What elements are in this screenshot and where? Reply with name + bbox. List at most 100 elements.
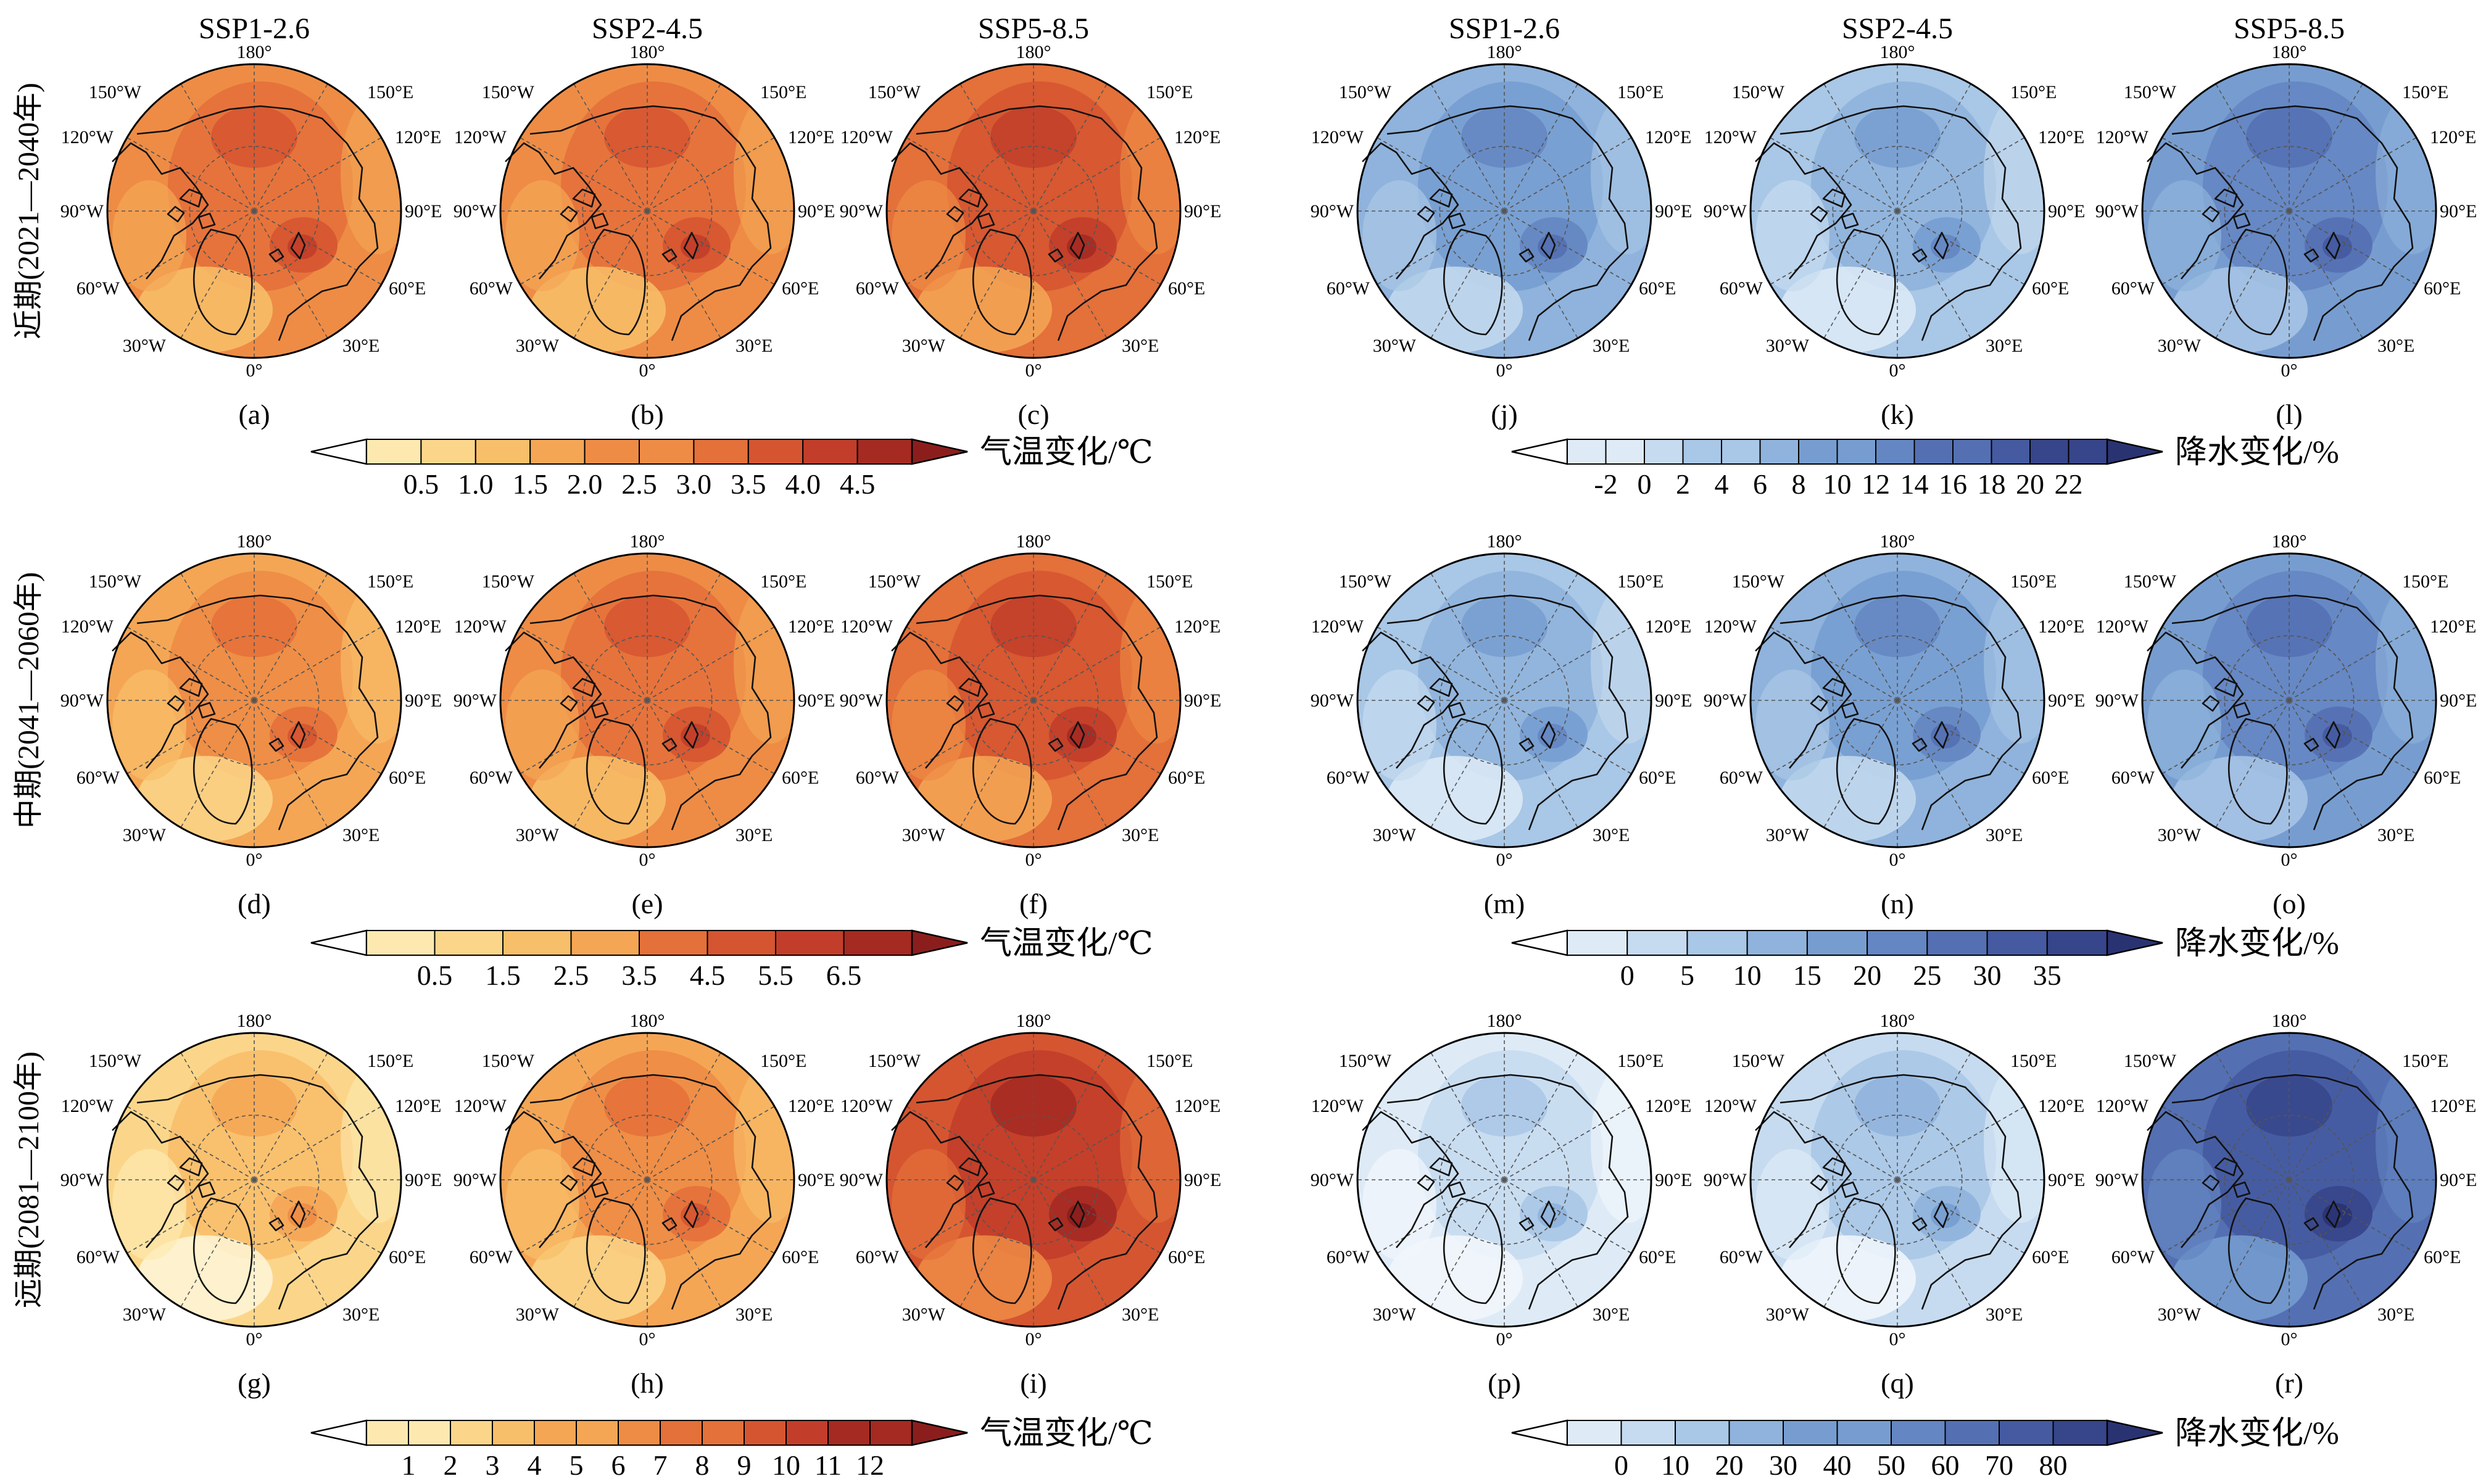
field-labrador — [2147, 1149, 2221, 1260]
field-arctic-core — [211, 106, 297, 168]
colorbar-tick-label: 50 — [1877, 1449, 1905, 1481]
field-labrador — [1755, 1149, 1829, 1260]
coast-eurasia — [1780, 105, 2022, 341]
coast-eurasia — [1386, 105, 1629, 341]
lon-label-60e: 60°E — [389, 768, 426, 788]
lon-label-30w: 30°W — [516, 1304, 560, 1325]
lon-label-150w: 150°W — [868, 82, 921, 102]
colorbar-box — [1567, 1420, 1622, 1446]
coast-novaya-zemlya — [290, 231, 306, 260]
panel-label: (n) — [1881, 888, 1914, 919]
precipitation-map-panel: 180° 0° 90°W 90°E 150°W 150°E 120°W 120°E 60°W 60… — [1311, 42, 1693, 430]
coast-archipelago — [2202, 1157, 2251, 1198]
field-siberia-edge — [341, 94, 401, 254]
field-arctic-core — [604, 595, 690, 657]
temperature-graticule — [107, 64, 401, 358]
colorbar-tick-label: 0.5 — [417, 960, 453, 991]
precipitation-map-field — [1751, 1033, 2044, 1327]
colorbar-tick-label: 14 — [1900, 468, 1929, 500]
colorbar-tick-label: 0 — [1614, 1449, 1628, 1481]
lon-label-60w: 60°W — [2111, 1247, 2155, 1267]
colorbar-extend-low — [1511, 438, 1568, 465]
colorbar-box — [1759, 439, 1799, 465]
coast-canada — [505, 631, 602, 769]
field-labrador — [892, 1149, 966, 1260]
coast-greenland — [586, 228, 646, 336]
precipitation-map-border — [1356, 63, 1652, 359]
colorbar-extend-low — [310, 438, 368, 465]
colorbar-tick-label: 2.0 — [567, 468, 603, 500]
temperature-map-panel: 180° 0° 90°W 90°E 150°W 150°E 120°W 120°E 60°W 60… — [454, 531, 835, 919]
coast-svalbard — [268, 737, 284, 752]
coast-eurasia — [2171, 594, 2414, 831]
lon-label-30w: 30°W — [2158, 1304, 2202, 1325]
field-labrador — [2147, 180, 2221, 291]
coast-canada — [1362, 142, 1459, 280]
colorbar-box — [1891, 1420, 1946, 1446]
colorbar-tick-label: 2.5 — [621, 468, 657, 500]
coast-svalbard — [1912, 1217, 1928, 1232]
lon-label-120e: 120°E — [1645, 127, 1691, 147]
colorbar-box — [639, 439, 695, 465]
colorbar-box — [366, 439, 422, 465]
coast-eurasia — [529, 594, 772, 831]
precipitation-coastline — [1755, 1074, 2022, 1310]
colorbar-tick-label: 25 — [1913, 960, 1941, 991]
lon-label-90w: 90°W — [1704, 1170, 1747, 1190]
coast-greenland — [2228, 718, 2288, 825]
precipitation-coastline — [2147, 105, 2414, 341]
coast-archipelago — [946, 188, 995, 230]
lon-label-30w: 30°W — [123, 1304, 167, 1325]
lon-label-30e: 30°E — [342, 825, 379, 845]
lon-label-150w: 150°W — [89, 571, 142, 592]
lon-label-0: 0° — [1496, 850, 1513, 870]
coast-canada — [1362, 1111, 1459, 1248]
temperature-map-panel: 180° 0° 90°W 90°E 150°W 150°E 120°W 120°E 60°W 60… — [454, 42, 835, 430]
coast-greenland — [586, 718, 646, 825]
coast-greenland — [586, 1197, 646, 1304]
panel-label: (l) — [2276, 399, 2302, 430]
precipitation-graticule — [1357, 64, 1651, 358]
colorbar-title: 气温变化/℃ — [980, 1416, 1153, 1451]
precipitation-coastline — [1755, 105, 2022, 341]
lon-label-30w: 30°W — [1373, 336, 1417, 356]
lon-label-30w: 30°W — [1766, 1304, 1810, 1325]
lon-label-150e: 150°E — [2402, 82, 2448, 102]
field-labrador — [112, 180, 186, 291]
temperature-coastline — [891, 1074, 1158, 1310]
lon-label-30e: 30°E — [1122, 336, 1159, 356]
colorbar-extend-high — [2106, 929, 2163, 956]
panel-label: (d) — [238, 888, 271, 919]
lon-label-120w: 120°W — [2096, 127, 2149, 147]
coast-canada — [505, 142, 602, 280]
coast-canada — [2147, 631, 2244, 769]
colorbar-box — [2068, 439, 2108, 465]
precipitation-map-border — [1749, 1032, 2045, 1328]
coast-novaya-zemlya — [683, 1200, 699, 1229]
precipitation-map-border — [2141, 552, 2437, 848]
lon-label-120w: 120°W — [454, 616, 507, 637]
lon-label-90e: 90°E — [1184, 1170, 1221, 1190]
field-labrador — [1362, 180, 1436, 291]
lon-label-60w: 60°W — [470, 768, 513, 788]
lon-label-90w: 90°W — [60, 690, 104, 711]
coast-novaya-zemlya — [1933, 721, 1949, 749]
field-labrador — [892, 180, 966, 291]
coast-canada — [1755, 142, 1852, 280]
colorbar-tick-label: 2.5 — [553, 960, 589, 991]
colorbar-box — [2046, 930, 2108, 956]
colorbar-box — [1746, 930, 1808, 956]
colorbar-box — [707, 930, 776, 956]
column-header-precip: SSP2-4.5 — [1842, 12, 1953, 45]
temperature-graticule — [887, 553, 1180, 847]
temperature-graticule — [107, 553, 401, 847]
colorbar-tick-label: 40 — [1823, 1449, 1852, 1481]
colorbar-tick-label: 1.5 — [485, 960, 521, 991]
lon-label-60e: 60°E — [782, 768, 819, 788]
temperature-map-panel: 180° 0° 90°W 90°E 150°W 150°E 120°W 120°E 60°W 60… — [840, 42, 1222, 430]
lon-label-180: 180° — [1880, 42, 1915, 62]
temperature-graticule — [500, 64, 794, 358]
lon-label-150w: 150°W — [1732, 571, 1785, 592]
colorbar-box — [639, 930, 708, 956]
precipitation-map-panel: 180° 0° 90°W 90°E 150°W 150°E 120°W 120°E 60°W 60… — [2095, 1011, 2477, 1399]
